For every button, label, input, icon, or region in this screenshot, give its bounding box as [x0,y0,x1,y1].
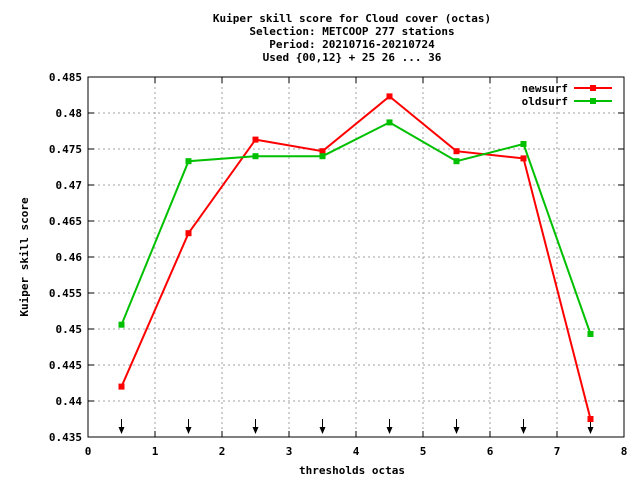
data-point [118,383,125,390]
legend-marker [590,98,596,104]
threshold-arrow-icon [252,419,259,434]
data-point [587,331,594,337]
data-point [185,230,192,237]
x-tick-label: 0 [85,445,92,458]
x-tick-label: 4 [353,445,360,458]
threshold-arrow-icon [386,419,393,434]
title-line-1: Kuiper skill score for Cloud cover (octa… [213,12,491,25]
series-line [120,95,592,420]
data-point [118,321,125,328]
x-tick-label: 1 [152,445,159,458]
series-oldsurf [118,119,594,337]
x-tick-label: 5 [420,445,427,458]
y-tick-labels: 0.435 0.44 0.445 0.45 0.455 0.46 0.465 0.47 0.47… [49,71,82,444]
y-tick-label: 0.455 [49,287,82,300]
gridlines [88,77,624,437]
title-line-3: Period: 20210716-20210724 [269,38,435,51]
x-tick-label: 3 [286,445,293,458]
data-point [252,136,259,143]
threshold-arrow-icon [319,419,326,434]
y-tick-label: 0.45 [56,323,83,336]
y-tick-label: 0.445 [49,359,82,372]
legend-label: oldsurf [522,95,568,108]
threshold-arrow-icon [185,419,192,434]
y-tick-label: 0.435 [49,431,82,444]
data-point [453,148,460,155]
data-point [520,141,527,147]
data-point [453,158,460,165]
data-point [319,153,326,160]
y-tick-label: 0.465 [49,215,82,228]
data-point [319,148,326,155]
y-tick-label: 0.46 [56,251,83,264]
legend-label: newsurf [522,82,568,95]
data-point [252,153,259,160]
x-tick-label: 8 [621,445,628,458]
chart-title: Kuiper skill score for Cloud cover (octa… [213,12,491,64]
plot-frame [87,76,625,438]
series-line [120,121,592,335]
legend-marker [590,85,596,91]
x-axis-label: thresholds octas [299,464,405,477]
x-tick-labels: 0 1 2 3 4 5 6 7 8 [85,445,628,458]
y-tick-label: 0.44 [56,395,83,408]
data-point [520,155,527,162]
threshold-arrow-icon [118,419,125,434]
legend-item-newsurf: newsurf [522,82,612,95]
legend-item-oldsurf: oldsurf [522,95,612,108]
data-point [587,416,594,422]
series-newsurf [118,93,594,422]
data-point [386,119,393,126]
x-tick-label: 6 [487,445,494,458]
data-point [386,93,393,100]
y-tick-label: 0.485 [49,71,82,84]
x-tick-label: 2 [219,445,226,458]
y-tick-label: 0.475 [49,143,82,156]
threshold-arrow-icon [453,419,460,434]
x-tick-label: 7 [554,445,561,458]
title-line-4: Used {00,12} + 25 26 ... 36 [263,51,442,64]
y-tick-label: 0.48 [56,107,83,120]
threshold-arrow-icon [520,419,527,434]
y-tick-label: 0.47 [56,179,83,192]
data-point [185,158,192,165]
y-axis-label: Kuiper skill score [18,197,31,317]
title-line-2: Selection: METCOOP 277 stations [249,25,454,38]
series [118,93,594,422]
